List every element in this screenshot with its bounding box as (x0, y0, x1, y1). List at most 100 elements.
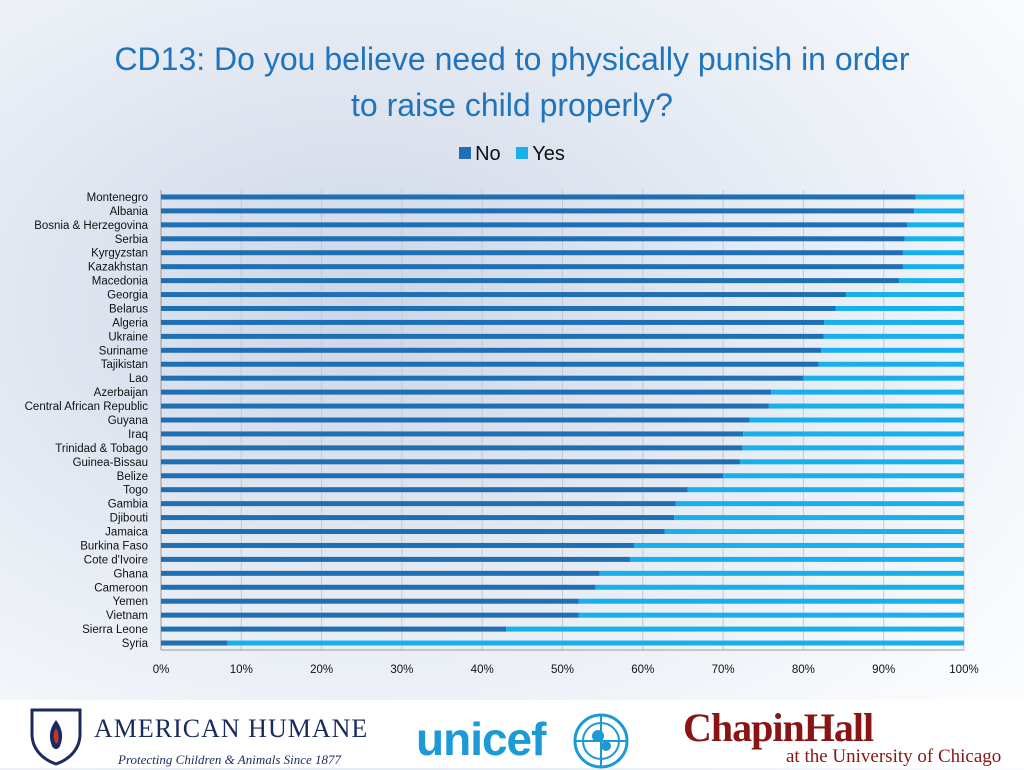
bar-no (161, 319, 825, 325)
bar-no (161, 208, 915, 214)
bar-no (161, 347, 822, 353)
bar-no (161, 445, 743, 451)
bar-no (161, 236, 905, 242)
unicef-logo-text: unicef (416, 713, 546, 765)
category-label: Macedonia (92, 276, 149, 288)
category-label: Iraq (128, 429, 148, 441)
bar-no (161, 584, 596, 590)
bar-no (161, 250, 903, 256)
bar-yes (902, 264, 964, 270)
bar-yes (599, 570, 964, 576)
bar-yes (675, 501, 964, 507)
legend-label-yes: Yes (532, 143, 565, 165)
american-humane-tagline: Protecting Children & Animals Since 1877 (118, 752, 342, 767)
bar-yes (803, 375, 964, 381)
x-tick-label: 0% (153, 664, 170, 676)
category-label: Syria (122, 638, 149, 650)
legend-label-no: No (475, 143, 501, 165)
chapin-hall-subtitle: at the University of Chicago (786, 746, 1002, 767)
bar-no (161, 389, 772, 395)
bar-yes (904, 236, 964, 242)
bar-no (161, 598, 579, 604)
x-tick-label: 40% (471, 664, 494, 676)
category-label: Albania (110, 206, 149, 218)
bar-yes (633, 542, 964, 548)
category-label: Lao (129, 373, 148, 385)
bar-no (161, 361, 819, 367)
category-label: Montenegro (87, 192, 148, 204)
category-labels: Montenegro Albania Bosnia & Herzegovina Ser… (25, 192, 149, 650)
bar-yes (674, 515, 964, 521)
category-label: Ukraine (108, 331, 148, 343)
category-label: Tajikistan (101, 359, 148, 371)
x-tick-label: 20% (310, 664, 333, 676)
unicef-emblem-icon (573, 713, 629, 769)
bar-yes (771, 389, 964, 395)
bar-yes (687, 487, 964, 493)
category-label: Kyrgyzstan (91, 248, 148, 260)
bar-yes (835, 305, 964, 311)
bar-no (161, 292, 846, 298)
bar-no (161, 305, 836, 311)
bar-no (161, 222, 907, 228)
x-axis-ticks: 0% 10% 20% 30% 40% 50% 60% 70% 80% 90% 100% (153, 664, 979, 676)
category-label: Bosnia & Herzegovina (34, 220, 148, 232)
bar-no (161, 501, 676, 507)
bar-yes (578, 598, 964, 604)
category-label: Yemen (113, 596, 148, 608)
category-label: Djibouti (110, 513, 148, 525)
bar-yes (823, 333, 964, 339)
x-tick-label: 10% (230, 664, 253, 676)
bar-no (161, 417, 750, 423)
bar-yes (742, 445, 964, 451)
category-label: Cameroon (94, 582, 148, 594)
bar-no (161, 264, 903, 270)
bar-yes (818, 361, 964, 367)
bar-yes (749, 417, 964, 423)
bar-no (161, 640, 228, 646)
bar-yes (723, 473, 964, 479)
category-label: Guyana (108, 415, 149, 427)
category-label: Vietnam (106, 610, 148, 622)
x-tick-label: 70% (712, 664, 735, 676)
bar-no (161, 375, 804, 381)
bar-yes (664, 529, 964, 535)
category-label: Cote d'Ivoire (84, 554, 148, 566)
bar-no (161, 612, 579, 618)
category-label: Central African Republic (25, 401, 149, 413)
bar-no (161, 515, 675, 521)
category-label: Guinea-Bissau (73, 457, 148, 469)
chart-title: CD13: Do you believe need to physically … (0, 36, 1024, 128)
bar-yes (914, 208, 964, 214)
bar-yes (824, 319, 964, 325)
chapin-hall-logo-text: ChapinHall (683, 705, 874, 750)
bar-yes (821, 347, 964, 353)
category-label: Sierra Leone (82, 624, 148, 636)
x-tick-label: 50% (551, 664, 574, 676)
legend: No Yes (0, 143, 1024, 166)
category-label: Gambia (108, 499, 149, 511)
legend-item-yes: Yes (516, 143, 565, 166)
bar-yes (578, 612, 964, 618)
bar-no (161, 403, 769, 409)
x-tick-label: 60% (631, 664, 654, 676)
bar-no (161, 278, 899, 284)
bar-no (161, 431, 744, 437)
bar-yes (595, 584, 964, 590)
bar-no (161, 556, 630, 562)
bar-no (161, 194, 916, 200)
bar-no (161, 473, 724, 479)
american-humane-shield-icon (30, 708, 82, 766)
bar-no (161, 626, 507, 632)
x-tick-label: 90% (872, 664, 895, 676)
bar-yes (915, 194, 964, 200)
logo-strip: AMERICAN HUMANE Protecting Children & An… (0, 700, 1024, 769)
bar-no (161, 487, 688, 493)
bar-yes (629, 556, 964, 562)
bars (161, 194, 965, 646)
title-line-1: CD13: Do you believe need to physically … (114, 41, 910, 77)
bar-yes (845, 292, 964, 298)
bar-no (161, 529, 665, 535)
bar-no (161, 333, 824, 339)
category-label: Togo (123, 485, 148, 497)
